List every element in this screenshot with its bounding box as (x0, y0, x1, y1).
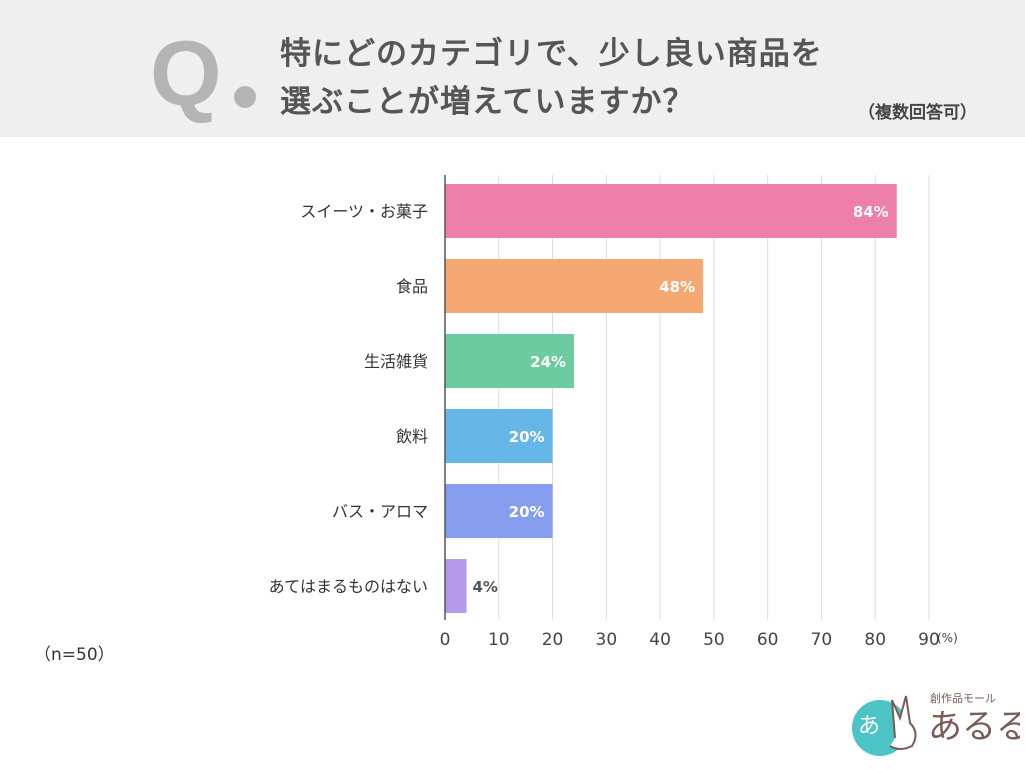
x-axis-unit: (%) (937, 631, 958, 645)
data-label: 20% (509, 503, 545, 521)
bar-0 (445, 184, 897, 238)
logo-subtitle: 創作品モール (930, 691, 996, 705)
category-label: 飲料 (396, 427, 428, 446)
sample-size: （n=50） (34, 645, 115, 665)
x-tick-label: 10 (488, 630, 510, 650)
x-tick-label: 90 (918, 630, 940, 650)
bar-5 (445, 559, 467, 613)
category-label: あてはまるものはない (269, 577, 428, 596)
category-label: 生活雑貨 (364, 352, 428, 371)
x-tick-label: 0 (440, 630, 451, 650)
category-label: バス・アロマ (332, 502, 428, 521)
data-label: 48% (659, 278, 695, 296)
bar-2 (445, 334, 575, 388)
svg-text:あ: あ (858, 714, 880, 739)
data-label: 24% (530, 353, 566, 371)
multiple-answer-note: （複数回答可） (858, 103, 977, 123)
x-tick-label: 70 (811, 630, 833, 650)
question-title: 特にどのカテゴリで、少し良い商品を 選ぶことが増えていますか？ (280, 30, 823, 126)
x-tick-label: 20 (542, 630, 564, 650)
bar-3 (445, 409, 553, 463)
logo-text: あるる (928, 707, 1020, 747)
title-line-2: 選ぶことが増えていますか？ (280, 84, 695, 120)
x-tick-label: 80 (864, 630, 886, 650)
category-label: 食品 (396, 277, 428, 296)
data-label: 4% (473, 578, 498, 596)
bar-1 (445, 259, 704, 313)
bar-4 (445, 484, 553, 538)
data-label: 84% (853, 203, 889, 221)
q-mark: Q (150, 23, 222, 125)
x-tick-label: 50 (703, 630, 725, 650)
x-tick-label: 40 (649, 630, 671, 650)
data-label: 20% (509, 428, 545, 446)
x-tick-label: 60 (757, 630, 779, 650)
question-header: Q 特にどのカテゴリで、少し良い商品を 選ぶことが増えていますか？ （複数回答可… (0, 0, 1025, 137)
aruru-logo: あ 創作品モール あるる (852, 691, 1020, 756)
q-dot (234, 86, 256, 108)
category-label: スイーツ・お菓子 (300, 202, 428, 221)
x-tick-label: 30 (596, 630, 618, 650)
title-line-1: 特にどのカテゴリで、少し良い商品を (280, 36, 823, 72)
